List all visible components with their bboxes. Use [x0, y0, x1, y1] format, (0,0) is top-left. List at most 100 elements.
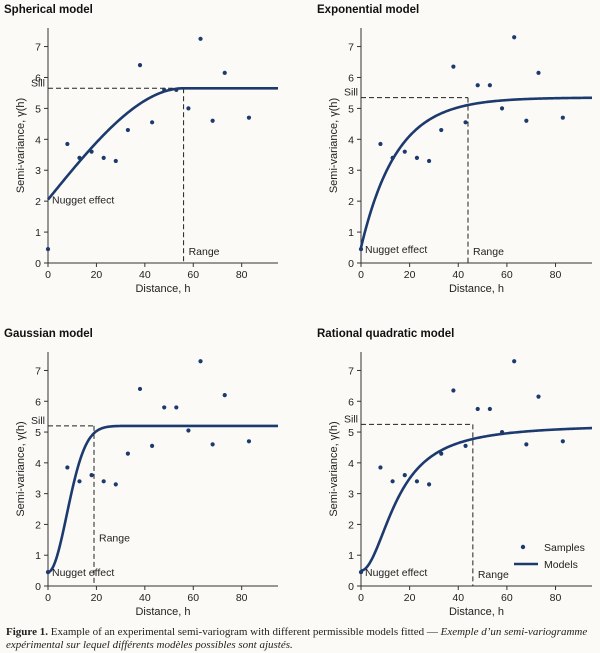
sample-point	[524, 118, 529, 123]
chart-title: Gaussian model	[4, 328, 93, 340]
y-tick-label: 3	[348, 165, 354, 177]
y-tick-label: 5	[348, 103, 354, 115]
y-axis-label: Semi-variance, γ(h)	[15, 98, 27, 193]
y-axis-label: Semi-variance, γ(h)	[328, 98, 340, 193]
y-tick-label: 3	[348, 489, 354, 501]
y-tick-label: 6	[348, 72, 354, 84]
y-tick-label: 6	[35, 396, 41, 408]
x-tick-label: 60	[187, 269, 199, 281]
y-tick-label: 0	[35, 258, 41, 270]
x-tick-label: 0	[358, 269, 364, 281]
model-curve	[46, 87, 278, 201]
sample-point	[439, 127, 444, 133]
legend-models-label: Models	[544, 559, 578, 571]
sample-point	[512, 35, 517, 40]
sample-point	[487, 83, 492, 88]
sample-point	[174, 405, 179, 410]
sample-point	[358, 570, 364, 575]
y-axis-label: Semi-variance, γ(h)	[15, 421, 27, 516]
x-axis-label: Distance, h	[135, 283, 190, 295]
y-tick-label: 4	[35, 458, 41, 470]
sample-point	[150, 120, 155, 125]
sample-point	[113, 482, 118, 487]
x-tick-label: 20	[404, 592, 416, 604]
chart-panel-2: Exponential model 0 1 2 3 4 5 6 7 0 20 40 60 80 Distan…	[317, 4, 593, 295]
y-tick-label: 5	[348, 427, 354, 439]
x-tick-label: 40	[139, 592, 151, 604]
range-label: Range	[99, 532, 130, 544]
y-tick-label: 1	[348, 227, 354, 239]
y-tick-label: 7	[35, 42, 41, 54]
sample-point	[125, 127, 130, 133]
x-tick-label: 60	[187, 592, 199, 604]
caption-text-en: Example of an experimental semi-variogra…	[47, 626, 441, 638]
x-tick-label: 60	[501, 269, 513, 281]
y-tick-label: 7	[35, 365, 41, 377]
range-label: Range	[473, 246, 504, 258]
sample-point	[210, 118, 215, 123]
x-tick-label: 80	[550, 269, 562, 281]
caption-text-fr: Exemple d’un semi-variogramme expériment…	[6, 626, 588, 651]
sample-point	[536, 394, 541, 399]
sample-point	[512, 359, 517, 364]
sample-point	[89, 473, 94, 478]
x-tick-label: 40	[452, 592, 464, 604]
y-tick-label: 1	[348, 550, 354, 562]
sample-point	[402, 149, 407, 154]
sill-label: Sill	[344, 413, 358, 425]
y-tick-label: 0	[35, 581, 41, 593]
x-axis-label: Distance, h	[135, 606, 190, 618]
sample-point	[246, 115, 252, 120]
nugget-effect-label: Nugget effect	[52, 567, 114, 579]
x-tick-label: 60	[501, 592, 513, 604]
sample-point	[162, 405, 167, 410]
chart-panel-3: Gaussian model 0 1 2 3 4 5 6 7 0 20 40 60 80 Distance,…	[4, 328, 278, 618]
sample-point	[186, 106, 191, 111]
x-tick-label: 20	[91, 269, 103, 281]
sample-point	[77, 479, 82, 484]
sample-point	[174, 87, 179, 92]
y-tick-label: 2	[35, 196, 41, 208]
sample-point	[475, 406, 480, 412]
x-tick-label: 40	[452, 269, 464, 281]
x-tick-label: 20	[91, 592, 103, 604]
sample-point	[65, 141, 70, 147]
sample-point	[150, 443, 155, 449]
sample-point	[222, 70, 227, 75]
y-tick-label: 2	[348, 196, 354, 208]
legend-sample-marker	[520, 544, 526, 550]
sill-label: Sill	[31, 415, 45, 427]
sample-point	[77, 155, 82, 160]
sample-point	[536, 70, 541, 75]
sample-point	[89, 149, 94, 154]
sample-point	[113, 158, 118, 164]
x-axis-label: Distance, h	[449, 606, 504, 618]
sample-point	[499, 429, 505, 435]
y-tick-label: 7	[348, 365, 354, 377]
sample-point	[414, 155, 420, 160]
sample-point	[125, 451, 130, 456]
sample-point	[487, 406, 492, 412]
figure-caption: Figure 1. Example of an experimental sem…	[6, 626, 596, 652]
y-tick-label: 7	[348, 42, 354, 54]
sample-point	[524, 442, 529, 447]
sample-point	[45, 246, 51, 252]
sample-point	[378, 141, 383, 147]
model-curve	[360, 426, 593, 572]
sample-point	[198, 36, 203, 41]
range-label: Range	[189, 246, 220, 258]
y-tick-label: 3	[35, 489, 41, 501]
legend-samples-label: Samples	[544, 542, 585, 554]
y-tick-label: 2	[35, 519, 41, 531]
sample-point	[137, 63, 143, 68]
y-tick-label: 0	[348, 581, 354, 593]
sample-point	[390, 479, 395, 484]
sample-point	[463, 120, 468, 125]
y-tick-label: 2	[348, 519, 354, 531]
sample-point	[162, 87, 167, 92]
y-tick-label: 4	[348, 134, 354, 146]
y-tick-label: 1	[35, 550, 41, 562]
sample-point	[137, 386, 143, 392]
chart-title: Spherical model	[4, 4, 93, 16]
sample-point	[198, 359, 203, 364]
